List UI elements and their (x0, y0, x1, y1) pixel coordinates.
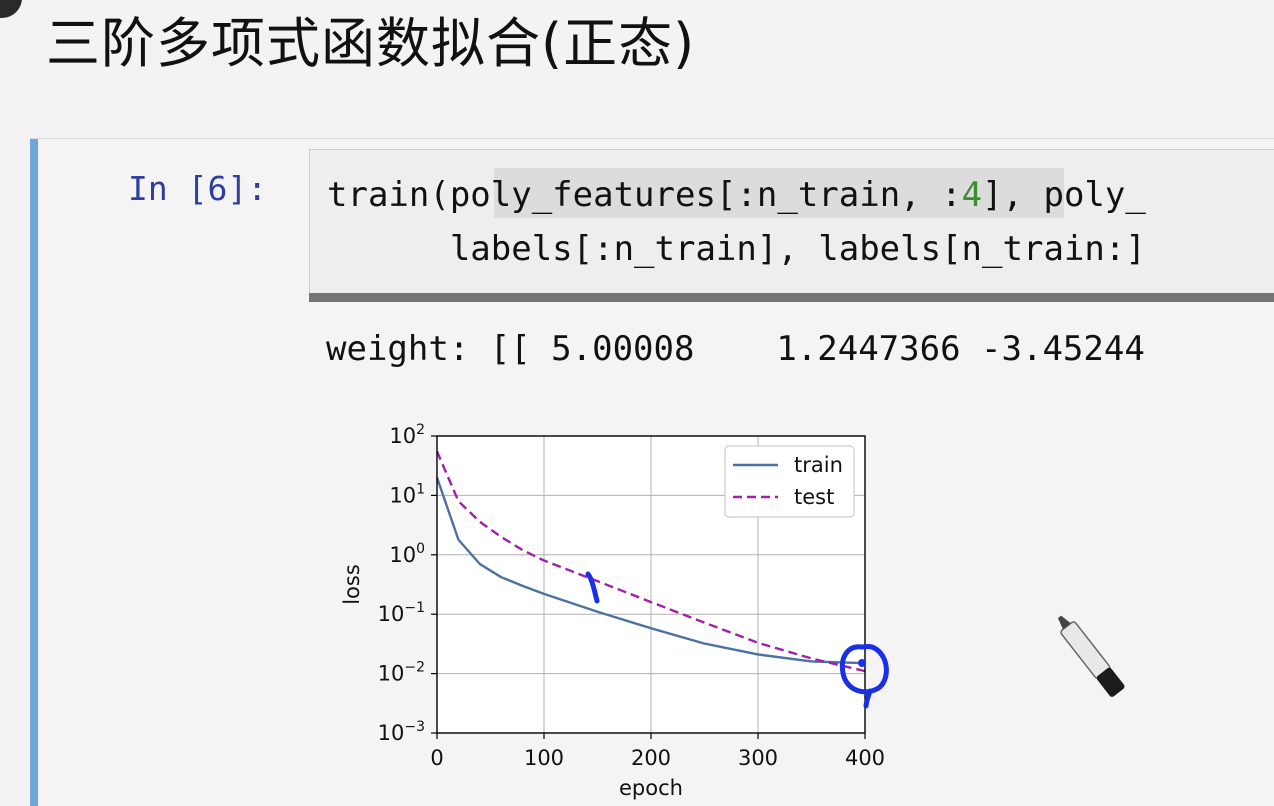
code-input-area[interactable]: train(poly_features[:n_train, :4], poly_… (309, 149, 1274, 301)
marker-barrel (1060, 621, 1111, 679)
annotation-dot (858, 659, 866, 667)
code-line-2: labels[:n_train], labels[n_train:] (327, 229, 1146, 269)
output-weight-text: weight: [[ 5.00008 1.2447366 -3.45244 (326, 329, 1145, 369)
marker-pen-icon (1057, 615, 1125, 697)
y-tick-label: 102 (389, 422, 425, 448)
y-tick-label: 101 (389, 481, 425, 507)
y-axis-label: loss (340, 564, 364, 605)
input-scrollbar[interactable] (309, 293, 1274, 302)
cell-selection-bar (30, 139, 38, 806)
slide-title: 三阶多项式函数拟合(正态) (46, 12, 696, 75)
slide-corner-mark (0, 0, 22, 18)
y-tick-label: 100 (389, 541, 425, 567)
loss-chart: 0 100 200 300 400 102 101 100 10−1 10−2 10−3 epoch l… (340, 422, 1125, 800)
selection-highlight (494, 168, 1064, 218)
y-tick-label: 10−2 (378, 660, 425, 686)
x-axis-label: epoch (619, 776, 683, 800)
marker-cap (1096, 667, 1125, 697)
series-line-train (435, 477, 866, 665)
series-line-test (435, 450, 866, 673)
marker-tip (1057, 615, 1071, 630)
x-tick-label: 100 (524, 746, 564, 770)
y-tick-label: 10−1 (378, 600, 425, 626)
input-prompt: In [6]: (128, 169, 268, 208)
y-tick-label: 10−3 (378, 719, 425, 745)
legend-label-test: test (794, 485, 834, 509)
annotation-stroke (585, 571, 600, 604)
x-tick-label: 300 (738, 746, 778, 770)
x-tick-label: 0 (430, 746, 443, 770)
code-line-1: train(poly_features[:n_train, :4], poly_ (327, 175, 1146, 215)
notebook-code-cell[interactable]: In [6]: train(poly_features[:n_train, :4… (30, 138, 1274, 806)
chart-legend: train test (724, 445, 855, 518)
x-tick-label: 400 (845, 746, 885, 770)
annotation-circle (839, 644, 889, 709)
x-tick-label: 200 (631, 746, 671, 770)
legend-box (724, 445, 855, 518)
legend-label-train: train (794, 453, 843, 477)
